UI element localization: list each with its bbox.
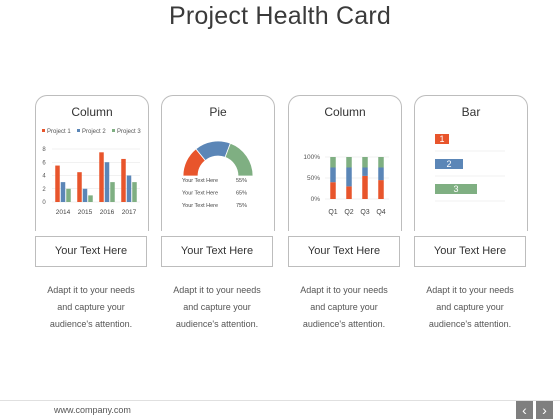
description: Adapt it to your needs and capture your … — [31, 282, 151, 333]
bar-segment — [330, 182, 336, 199]
bar-label: 1 — [439, 134, 444, 144]
y-tick-label: 6 — [42, 160, 46, 166]
x-tick-label: Q1 — [328, 209, 337, 216]
card-title: Bar — [461, 105, 481, 119]
legend-swatch — [42, 129, 45, 132]
y-tick-label: 100% — [303, 154, 320, 161]
description-line: audience's attention. — [428, 319, 512, 329]
slice-name: Your Text Here — [182, 178, 218, 184]
chevron-right-icon[interactable]: › — [536, 401, 553, 419]
description-line: Adapt it to your needs — [426, 285, 514, 295]
bar — [110, 182, 115, 202]
card-title: Column — [324, 105, 366, 119]
description-line: audience's attention. — [49, 319, 133, 329]
y-tick-label: 0% — [311, 196, 321, 203]
bar-label: 3 — [453, 184, 458, 194]
slice-label: 65% — [236, 191, 247, 197]
y-tick-label: 2 — [42, 187, 46, 193]
card-stacked-column-chart: Column 0% 50% 100% Q1 Q2 Q3 Q4 — [288, 95, 402, 231]
pie-chart: Your Text Here 55% Your Text Here 65% Your T… — [182, 140, 254, 209]
description-line: and capture your — [57, 302, 125, 312]
description-line: and capture your — [310, 302, 378, 312]
description: Adapt it to your needs and capture your … — [284, 282, 404, 333]
bar-segment — [346, 167, 352, 187]
x-tick-label: 2015 — [78, 209, 93, 216]
description-line: Adapt it to your needs — [173, 285, 261, 295]
slice-label: 75% — [236, 203, 247, 209]
slice-name: Your Text Here — [182, 203, 218, 209]
x-tick-label: Q3 — [360, 209, 369, 216]
bar-segment — [330, 157, 336, 168]
bar — [77, 172, 82, 202]
bar — [55, 165, 60, 202]
column-chart: Project 1 Project 2 Project 3 0 2 4 6 8 2014 2015… — [42, 129, 141, 216]
legend-label: Project 1 — [47, 129, 71, 135]
description: Adapt it to your needs and capture your … — [157, 282, 277, 333]
slice-name: Your Text Here — [182, 191, 218, 197]
text-box[interactable]: Your Text Here — [35, 236, 147, 267]
bar-label: 2 — [446, 159, 451, 169]
bar-segment — [362, 157, 368, 168]
bar — [82, 188, 88, 202]
bar-segment — [378, 157, 384, 168]
x-tick-label: 2016 — [100, 209, 115, 216]
legend-swatch — [77, 129, 80, 132]
bar-segment — [346, 157, 352, 168]
bar — [435, 134, 449, 144]
bar — [60, 182, 66, 202]
y-tick-label: 50% — [307, 175, 320, 182]
text-box[interactable]: Your Text Here — [161, 236, 273, 267]
y-tick-label: 8 — [42, 147, 46, 153]
text-box[interactable]: Your Text Here — [288, 236, 400, 267]
bar — [99, 152, 104, 202]
bar-segment — [330, 167, 336, 183]
bar — [66, 188, 71, 202]
x-tick-label: 2017 — [122, 209, 137, 216]
description-line: Adapt it to your needs — [47, 285, 135, 295]
footer-url[interactable]: www.company.com — [54, 405, 131, 415]
bar-chart: 1 2 3 — [435, 134, 505, 202]
page-title: Project Health Card — [169, 2, 391, 30]
y-tick-label: 4 — [42, 174, 46, 180]
description-line: and capture your — [436, 302, 504, 312]
card-bar-chart: Bar 1 2 3 — [414, 95, 528, 231]
description: Adapt it to your needs and capture your … — [410, 282, 530, 333]
legend-swatch — [112, 129, 115, 132]
card-pie-chart: Pie Your Text Here 55% Your Text Here 65% Yo… — [161, 95, 275, 231]
y-tick-label: 0 — [42, 200, 46, 206]
bar — [104, 162, 110, 202]
bar — [126, 175, 132, 202]
description-line: audience's attention. — [302, 319, 386, 329]
slice-label: 55% — [236, 178, 247, 184]
bar — [132, 182, 137, 202]
stacked-column-chart: 0% 50% 100% Q1 Q2 Q3 Q4 — [303, 154, 389, 216]
bar-segment — [346, 186, 352, 199]
card-title: Column — [71, 105, 113, 119]
bar — [121, 158, 126, 202]
bar-segment — [362, 167, 368, 176]
bar — [88, 195, 93, 202]
card-title: Pie — [209, 105, 227, 119]
card-column-chart: Column Project 1 Project 2 Project 3 0 2 4 6 8 2… — [35, 95, 149, 231]
bar-segment — [362, 175, 368, 199]
text-box[interactable]: Your Text Here — [414, 236, 526, 267]
bar-segment — [378, 180, 384, 199]
description-line: Adapt it to your needs — [300, 285, 388, 295]
legend-label: Project 2 — [82, 129, 106, 135]
description-line: audience's attention. — [175, 319, 259, 329]
x-tick-label: Q2 — [344, 209, 353, 216]
chevron-left-icon[interactable]: ‹ — [516, 401, 533, 419]
pie-slice — [224, 142, 254, 177]
bar-segment — [378, 167, 384, 181]
bar — [435, 159, 463, 169]
x-tick-label: 2014 — [56, 209, 71, 216]
x-tick-label: Q4 — [376, 209, 385, 216]
description-line: and capture your — [183, 302, 251, 312]
footer-divider — [0, 400, 560, 401]
legend-label: Project 3 — [117, 129, 141, 135]
bar — [435, 184, 477, 194]
